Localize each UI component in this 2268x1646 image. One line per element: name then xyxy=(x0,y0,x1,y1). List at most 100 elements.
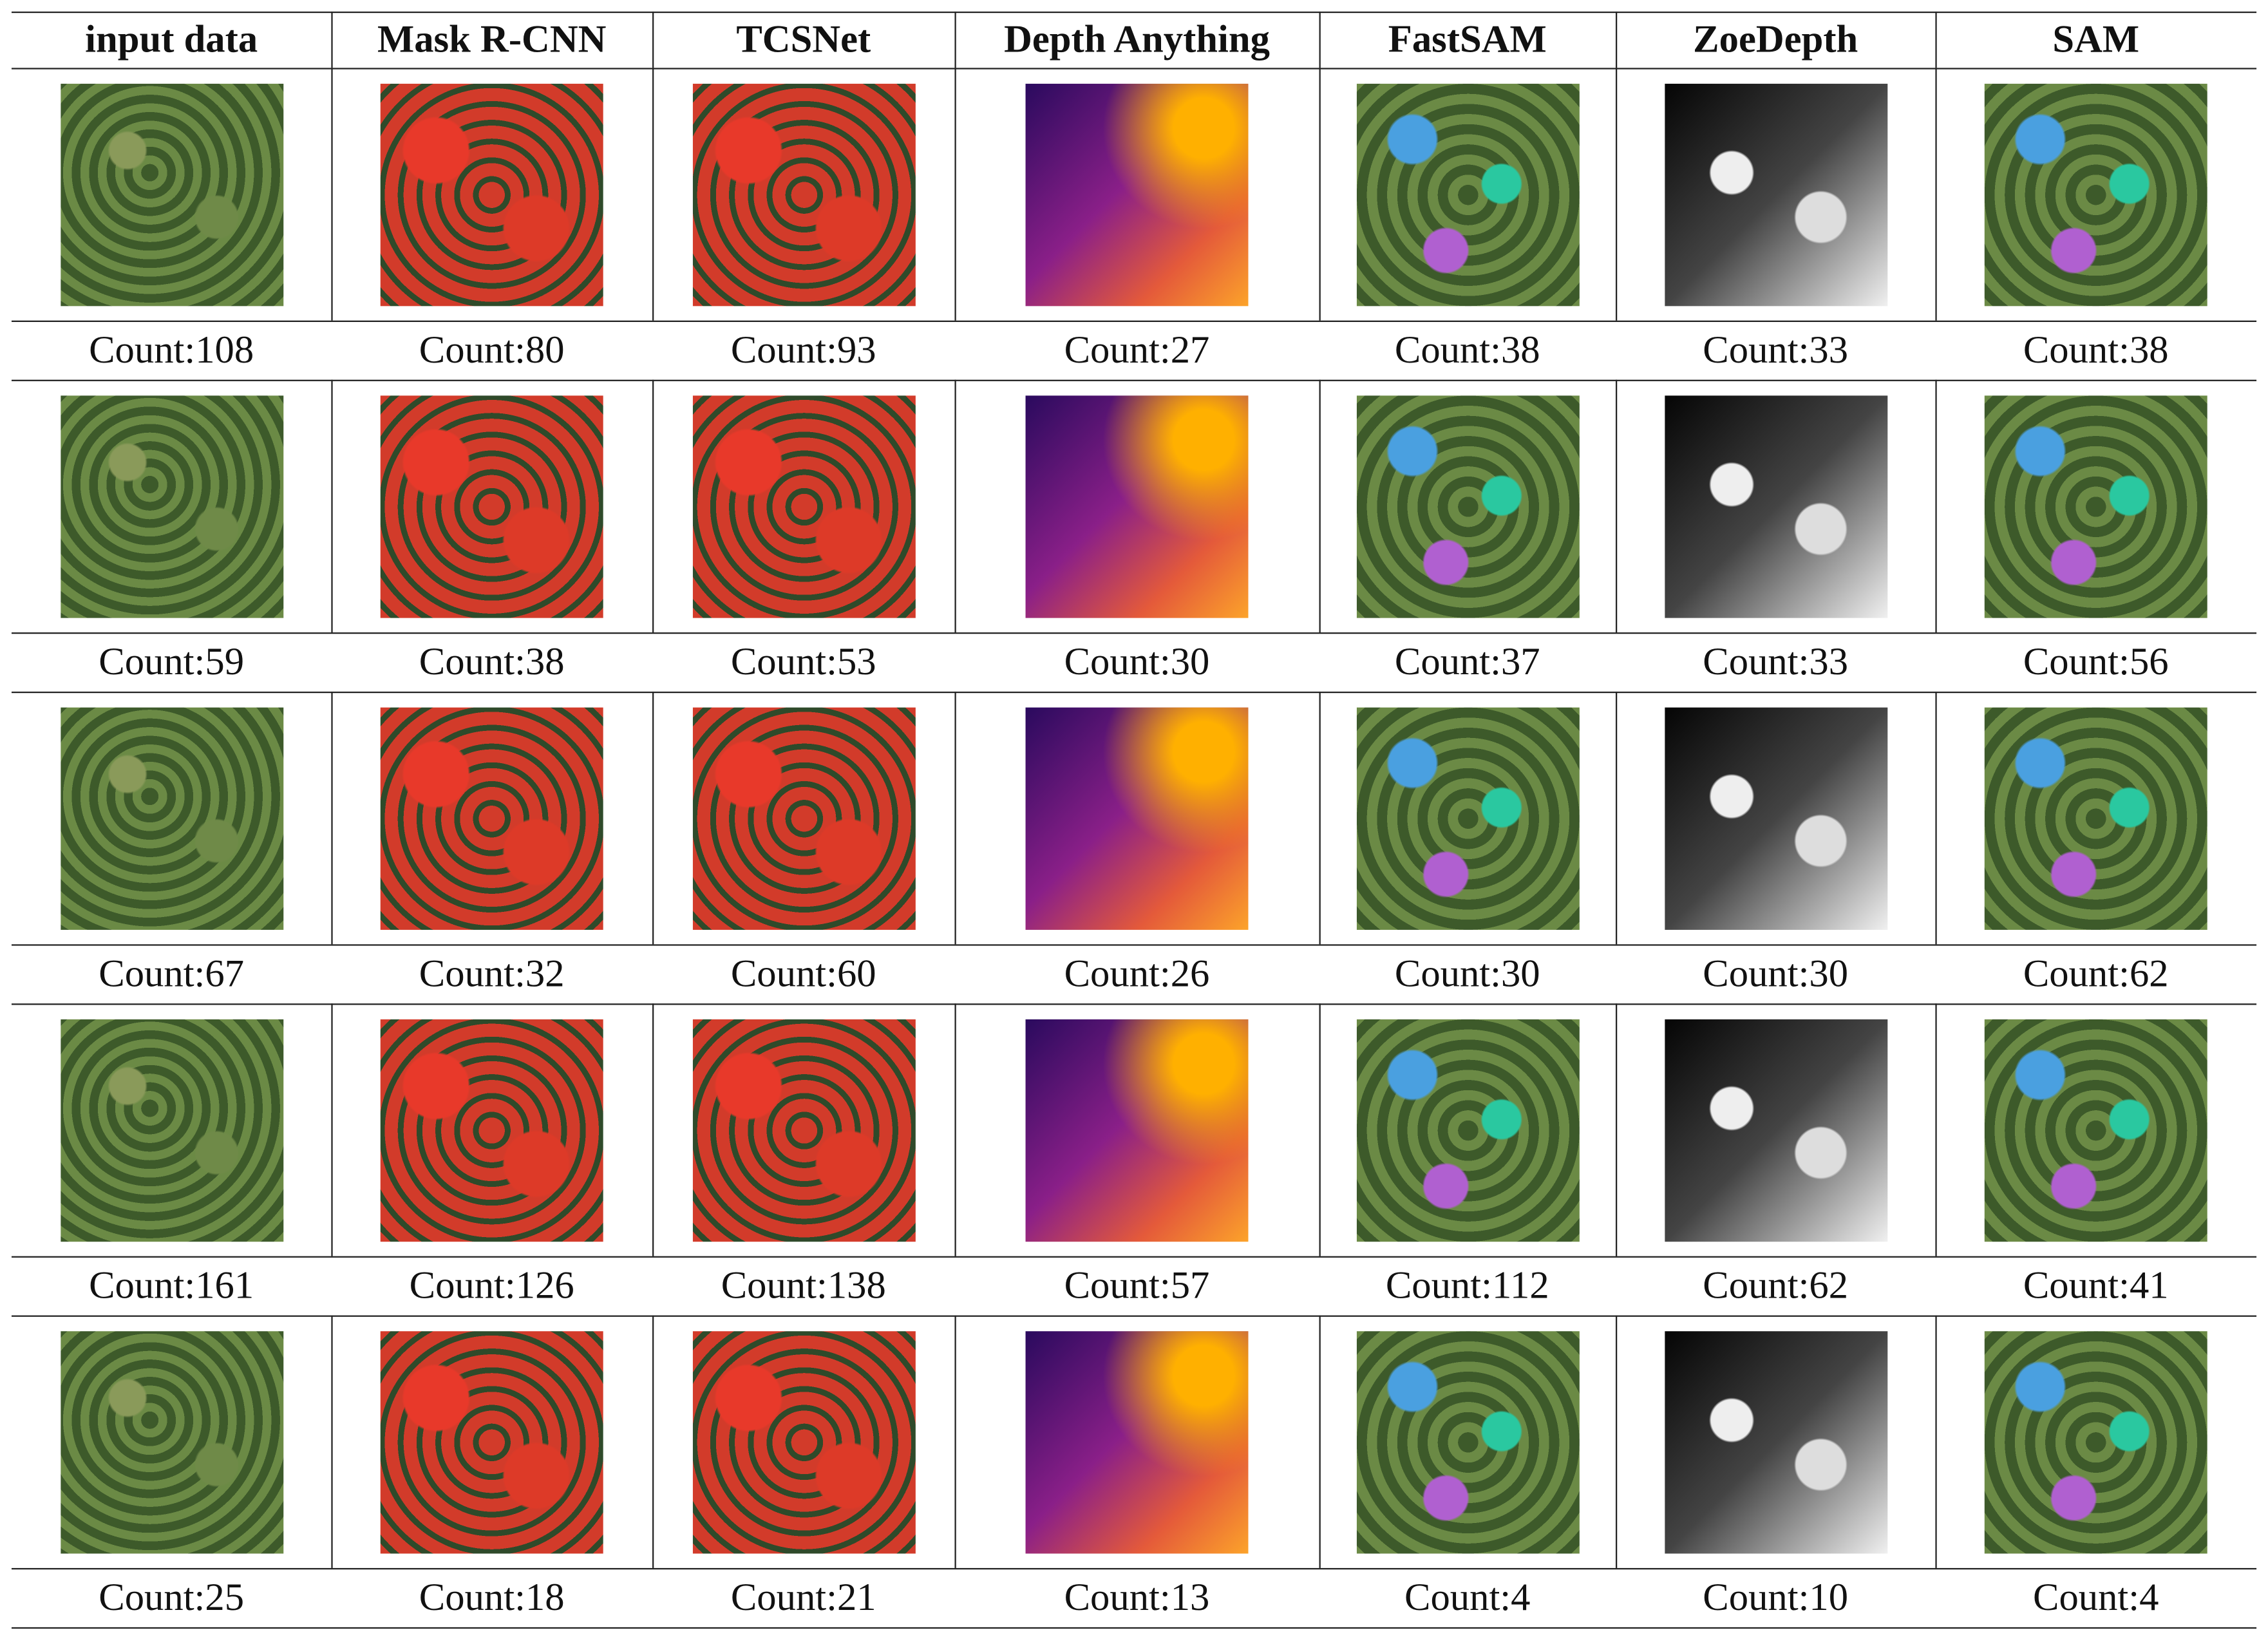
result-image xyxy=(692,395,915,618)
column-rule xyxy=(652,1315,654,1568)
column-rule xyxy=(652,379,654,633)
column-rule xyxy=(331,379,333,633)
count-label: Count:108 xyxy=(89,327,254,372)
result-image xyxy=(380,706,603,929)
result-image xyxy=(1664,1018,1887,1242)
column-rule xyxy=(652,11,654,68)
count-label: Count:62 xyxy=(2023,951,2169,995)
result-image xyxy=(380,1018,603,1242)
result-image xyxy=(1984,1330,2207,1553)
result-image xyxy=(1356,82,1579,306)
result-image xyxy=(60,82,283,306)
column-rule xyxy=(1319,11,1321,68)
column-rule xyxy=(331,1003,333,1256)
rule xyxy=(11,68,2257,70)
column-header: SAM xyxy=(2052,17,2140,61)
column-rule xyxy=(954,1315,956,1568)
result-image xyxy=(1025,1330,1249,1553)
result-image xyxy=(692,706,915,929)
column-rule xyxy=(1616,379,1618,633)
count-label: Count:80 xyxy=(419,327,565,372)
column-rule xyxy=(652,691,654,945)
count-label: Count:56 xyxy=(2023,639,2169,683)
result-image xyxy=(60,1018,283,1242)
count-label: Count:30 xyxy=(1064,639,1210,683)
count-label: Count:4 xyxy=(2032,1575,2159,1619)
column-header: ZoeDepth xyxy=(1693,17,1858,61)
column-rule xyxy=(1319,1003,1321,1256)
result-image xyxy=(692,1330,915,1553)
rule xyxy=(11,1627,2257,1629)
result-image xyxy=(1356,1018,1579,1242)
count-label: Count:60 xyxy=(730,951,876,995)
column-header: FastSAM xyxy=(1388,17,1547,61)
result-image xyxy=(60,706,283,929)
result-image xyxy=(1356,395,1579,618)
count-label: Count:25 xyxy=(99,1575,245,1619)
count-label: Count:21 xyxy=(730,1575,876,1619)
rule xyxy=(11,691,2257,694)
result-image xyxy=(380,1330,603,1553)
result-image xyxy=(1025,395,1249,618)
result-image xyxy=(60,1330,283,1553)
column-header: Mask R-CNN xyxy=(377,17,607,61)
count-label: Count:59 xyxy=(99,639,245,683)
result-image xyxy=(1984,1018,2207,1242)
count-label: Count:161 xyxy=(89,1263,254,1307)
result-image xyxy=(1025,82,1249,306)
count-label: Count:53 xyxy=(730,639,876,683)
count-label: Count:10 xyxy=(1703,1575,1849,1619)
result-image xyxy=(692,82,915,306)
rule xyxy=(11,11,2257,14)
count-label: Count:38 xyxy=(419,639,565,683)
result-image xyxy=(60,395,283,618)
column-rule xyxy=(1935,1315,1937,1568)
count-label: Count:37 xyxy=(1394,639,1540,683)
count-label: Count:18 xyxy=(419,1575,565,1619)
column-rule xyxy=(1616,1003,1618,1256)
column-rule xyxy=(331,691,333,945)
column-rule xyxy=(954,11,956,68)
rule xyxy=(11,379,2257,381)
column-rule xyxy=(1935,11,1937,68)
column-rule xyxy=(954,691,956,945)
column-rule xyxy=(331,68,333,321)
column-rule xyxy=(1935,379,1937,633)
column-rule xyxy=(1319,68,1321,321)
count-label: Count:32 xyxy=(419,951,565,995)
count-label: Count:67 xyxy=(99,951,245,995)
rule xyxy=(11,1256,2257,1258)
rule xyxy=(11,632,2257,634)
count-label: Count:4 xyxy=(1404,1575,1531,1619)
count-label: Count:30 xyxy=(1703,951,1849,995)
result-image xyxy=(1356,1330,1579,1553)
column-header: input data xyxy=(85,17,258,61)
column-rule xyxy=(1616,691,1618,945)
column-rule xyxy=(1935,691,1937,945)
result-image xyxy=(1025,1018,1249,1242)
result-image xyxy=(692,1018,915,1242)
column-rule xyxy=(1935,1003,1937,1256)
column-rule xyxy=(1935,68,1937,321)
count-label: Count:38 xyxy=(1394,327,1540,372)
count-label: Count:30 xyxy=(1394,951,1540,995)
result-image xyxy=(1664,1330,1887,1553)
count-label: Count:57 xyxy=(1064,1263,1210,1307)
column-rule xyxy=(652,68,654,321)
column-rule xyxy=(331,1315,333,1568)
column-header: TCSNet xyxy=(736,17,871,61)
column-header: Depth Anything xyxy=(1004,17,1270,61)
column-rule xyxy=(1616,11,1618,68)
result-image xyxy=(380,395,603,618)
column-rule xyxy=(954,1003,956,1256)
count-label: Count:33 xyxy=(1703,639,1849,683)
column-rule xyxy=(1319,691,1321,945)
count-label: Count:138 xyxy=(721,1263,886,1307)
result-image xyxy=(1984,82,2207,306)
count-label: Count:41 xyxy=(2023,1263,2169,1307)
count-label: Count:112 xyxy=(1385,1263,1549,1307)
rule xyxy=(11,1567,2257,1570)
column-rule xyxy=(331,11,333,68)
result-image xyxy=(1984,395,2207,618)
